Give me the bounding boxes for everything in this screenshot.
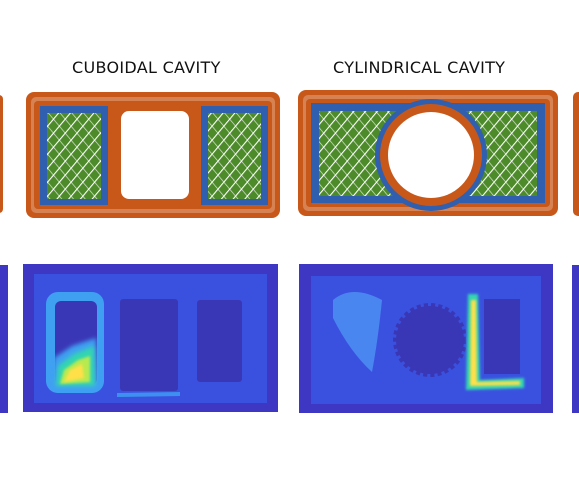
cylindrical-cavity-label: CYLINDRICAL CAVITY <box>333 58 506 77</box>
cylindrical-print-diagram <box>298 90 558 216</box>
infill-left <box>40 106 108 205</box>
left-blob <box>333 292 382 372</box>
cylindrical-heatmap <box>299 264 553 413</box>
left-partial-print <box>0 95 3 213</box>
right-partial-map <box>572 265 579 413</box>
right-hot-edge <box>466 294 524 390</box>
infill-right <box>201 106 268 205</box>
cuboidal-print-diagram <box>26 92 280 218</box>
cylinder-void <box>393 303 467 377</box>
empty-cavity <box>115 106 195 205</box>
right-cavity <box>197 300 242 382</box>
hot-spot <box>52 338 98 388</box>
left-partial-map <box>0 265 8 413</box>
middle-cavity <box>120 299 178 391</box>
cylinder-cavity <box>375 99 487 211</box>
cuboidal-cavity-label: CUBOIDAL CAVITY <box>72 58 221 77</box>
right-partial-print <box>573 92 579 216</box>
cuboidal-heatmap <box>23 264 278 412</box>
